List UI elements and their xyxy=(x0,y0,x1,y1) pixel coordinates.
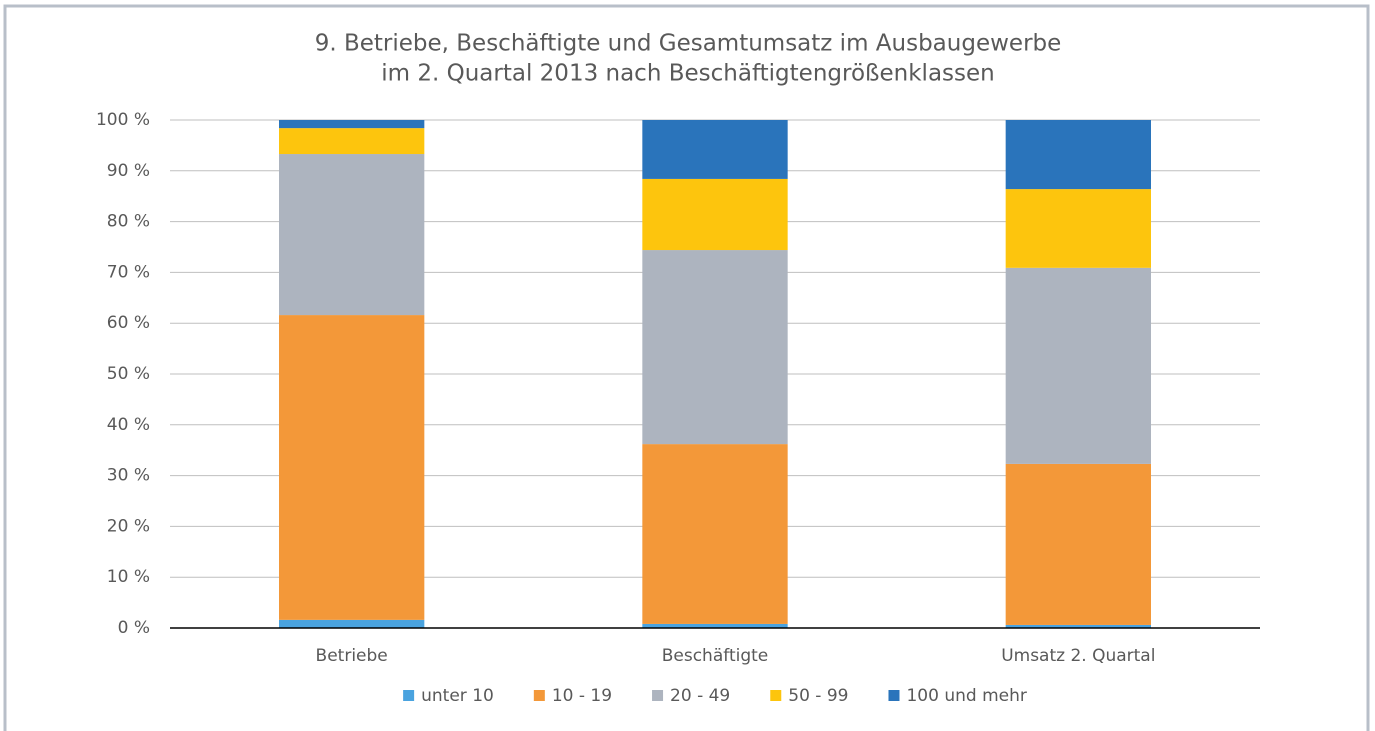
legend-swatch xyxy=(652,690,664,701)
legend-swatch xyxy=(533,690,545,701)
legend-label: unter 10 xyxy=(421,686,494,706)
bar-segment xyxy=(1005,120,1151,190)
frame xyxy=(3,4,1370,731)
y-tick-label: 70 % xyxy=(107,262,150,282)
bar-segment xyxy=(279,619,425,628)
chart-title: 9. Betriebe, Beschäftigte und Gesamtumsa… xyxy=(315,31,1062,57)
bar-segment xyxy=(1005,624,1151,628)
x-tick-label: Beschäftigte xyxy=(662,646,769,666)
legend-label: 50 - 99 xyxy=(788,686,848,706)
x-tick-label: Betriebe xyxy=(316,646,388,666)
legend-swatch xyxy=(403,690,415,701)
bar-segment xyxy=(1005,463,1151,625)
legend-swatch xyxy=(770,690,782,701)
y-tick-label: 90 % xyxy=(107,161,150,181)
y-tick-label: 80 % xyxy=(107,212,150,232)
bar-segment xyxy=(642,250,788,445)
y-tick-label: 30 % xyxy=(107,466,150,486)
chart-title: im 2. Quartal 2013 nach Beschäftigtengrö… xyxy=(381,61,994,87)
y-tick-label: 60 % xyxy=(107,313,150,333)
bar-segment xyxy=(642,444,788,624)
legend-swatch xyxy=(888,690,900,701)
y-tick-label: 50 % xyxy=(107,364,150,384)
bar-segment xyxy=(279,154,425,316)
bar-segment xyxy=(279,120,425,129)
bar-segment xyxy=(1005,267,1151,464)
bar-segment xyxy=(279,128,425,155)
bar-segment xyxy=(642,623,788,628)
bar-segment xyxy=(1005,189,1151,268)
bar-segment xyxy=(642,120,788,179)
y-tick-label: 0 % xyxy=(118,618,150,638)
x-tick-label: Umsatz 2. Quartal xyxy=(1001,646,1155,666)
y-tick-label: 20 % xyxy=(107,516,150,536)
bar-segment xyxy=(642,178,788,251)
y-tick-label: 10 % xyxy=(107,567,150,587)
bar-segment xyxy=(279,315,425,620)
legend-label: 10 - 19 xyxy=(552,686,612,706)
legend-label: 20 - 49 xyxy=(670,686,730,706)
legend-label: 100 und mehr xyxy=(906,686,1026,706)
y-tick-label: 40 % xyxy=(107,415,150,435)
y-tick-label: 100 % xyxy=(96,110,150,130)
